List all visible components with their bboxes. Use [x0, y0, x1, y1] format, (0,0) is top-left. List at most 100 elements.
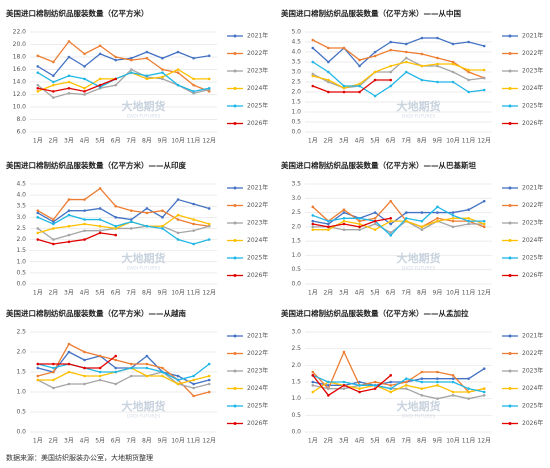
watermark-sub: DADI FUTURES [127, 414, 161, 420]
data-point [176, 213, 180, 217]
data-point [98, 187, 102, 190]
series-line [312, 368, 485, 386]
y-tick-label: 1.0 [291, 395, 301, 402]
data-point [404, 70, 408, 74]
data-point [373, 387, 377, 390]
data-point [83, 374, 86, 378]
data-point [420, 219, 424, 223]
data-point [467, 40, 470, 44]
data-point [389, 219, 393, 223]
data-point [467, 70, 470, 74]
series-line [37, 78, 116, 93]
legend-dot [508, 204, 512, 207]
x-tick-label: 4月 [355, 138, 365, 145]
series-line [312, 206, 485, 237]
legend-dot [508, 369, 512, 373]
data-point [342, 350, 346, 354]
data-point [83, 382, 86, 386]
data-point [436, 211, 439, 214]
series-line [312, 374, 392, 397]
legend-dot [233, 104, 237, 108]
data-point [114, 77, 118, 81]
data-point [436, 380, 439, 384]
x-tick-label: 8月 [417, 438, 427, 445]
data-point [404, 50, 408, 54]
data-point [467, 78, 470, 82]
data-point [83, 218, 86, 221]
data-point [389, 234, 393, 237]
x-tick-label: 2月 [48, 438, 58, 445]
data-point [342, 222, 346, 226]
data-point [98, 229, 102, 232]
data-point [161, 216, 164, 219]
data-point [436, 64, 439, 68]
x-tick-label: 2月 [323, 290, 333, 297]
legend-dot [233, 122, 237, 125]
y-tick-label: 3.5 [16, 203, 26, 210]
data-point [207, 54, 211, 58]
y-tick-label: 0.0 [291, 281, 301, 288]
data-point [145, 207, 149, 210]
legend-label: 2023年 [522, 219, 543, 227]
data-point [114, 366, 118, 370]
series-line [312, 37, 485, 67]
data-point [451, 62, 455, 66]
legend-dot [508, 352, 512, 355]
data-point [192, 222, 195, 226]
y-tick-label: 2.0 [291, 223, 301, 230]
data-point [192, 382, 195, 386]
data-point [404, 42, 408, 46]
data-point [161, 77, 164, 81]
x-tick-label: 10月 [446, 438, 460, 445]
data-point [482, 88, 486, 92]
data-point [358, 387, 361, 390]
data-point [52, 80, 55, 84]
y-tick-label: 0.0 [291, 429, 301, 436]
data-point [83, 350, 86, 354]
y-tick-label: 1.5 [291, 379, 301, 386]
data-point [327, 394, 330, 397]
data-point [451, 377, 455, 380]
data-point [342, 380, 346, 384]
data-point [114, 370, 118, 374]
data-point [436, 62, 439, 66]
y-tick-label: 3.5 [291, 181, 301, 188]
data-point [98, 83, 102, 87]
data-point [52, 60, 55, 64]
data-point [192, 202, 195, 206]
data-point [52, 366, 55, 370]
x-tick-label: 10月 [171, 138, 185, 145]
data-point [52, 227, 55, 230]
legend-dot [508, 239, 512, 242]
data-point [358, 384, 361, 387]
legend-label: 2021年 [247, 32, 268, 40]
data-point [467, 208, 470, 212]
data-point [420, 225, 424, 229]
series-line [312, 381, 485, 393]
data-point [36, 374, 40, 378]
data-point [327, 225, 330, 229]
series-line [312, 200, 485, 228]
legend-label: 2021年 [522, 184, 543, 192]
data-point [36, 209, 40, 212]
legend-dot [508, 122, 512, 125]
data-point [114, 83, 118, 87]
data-point [192, 56, 195, 60]
x-tick-label: 8月 [142, 138, 152, 145]
x-tick-label: 12月 [202, 290, 216, 297]
data-point [327, 78, 330, 82]
legend-dot [233, 422, 237, 425]
data-point [404, 219, 408, 223]
data-point [129, 56, 133, 60]
data-point [389, 384, 393, 387]
legend-dot [233, 404, 237, 408]
data-point [67, 224, 71, 228]
x-tick-label: 1月 [33, 438, 43, 445]
series-line [312, 61, 485, 97]
x-tick-label: 4月 [80, 138, 90, 145]
y-tick-label: 5.0 [291, 29, 301, 36]
data-point [373, 228, 377, 232]
data-point [311, 219, 315, 223]
data-point [98, 218, 102, 221]
data-point [176, 374, 180, 378]
